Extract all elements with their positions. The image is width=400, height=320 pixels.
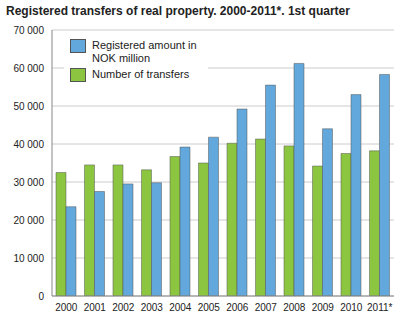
- svg-text:20 000: 20 000: [13, 215, 44, 226]
- svg-text:2011*: 2011*: [367, 302, 392, 313]
- svg-text:0: 0: [38, 291, 44, 302]
- svg-text:2002: 2002: [112, 302, 135, 313]
- svg-text:10 000: 10 000: [13, 253, 44, 264]
- svg-text:2003: 2003: [141, 302, 164, 313]
- html-text:Registered amount in NOK milli: Registered amount in NOK million: [92, 39, 197, 64]
- svg-text:2006: 2006: [226, 302, 249, 313]
- svg-text:60 000: 60 000: [13, 63, 44, 74]
- svg-text:2007: 2007: [255, 302, 278, 313]
- svg-text:40 000: 40 000: [13, 139, 44, 150]
- svg-text:30 000: 30 000: [13, 177, 44, 188]
- svg-text:2001: 2001: [84, 302, 107, 313]
- svg-text:2004: 2004: [169, 302, 192, 313]
- html-text:Registered transfers of real p: Registered transfers of real property. 2…: [6, 4, 350, 18]
- svg-text:2009: 2009: [312, 302, 335, 313]
- svg-text:2008: 2008: [283, 302, 306, 313]
- svg-text:2010: 2010: [340, 302, 363, 313]
- html-text:Number of transfers: Number of transfers: [92, 68, 190, 80]
- svg-text:50 000: 50 000: [13, 101, 44, 112]
- svg-text:2000: 2000: [55, 302, 78, 313]
- svg-text:70 000: 70 000: [13, 25, 44, 36]
- svg-text:2005: 2005: [198, 302, 221, 313]
